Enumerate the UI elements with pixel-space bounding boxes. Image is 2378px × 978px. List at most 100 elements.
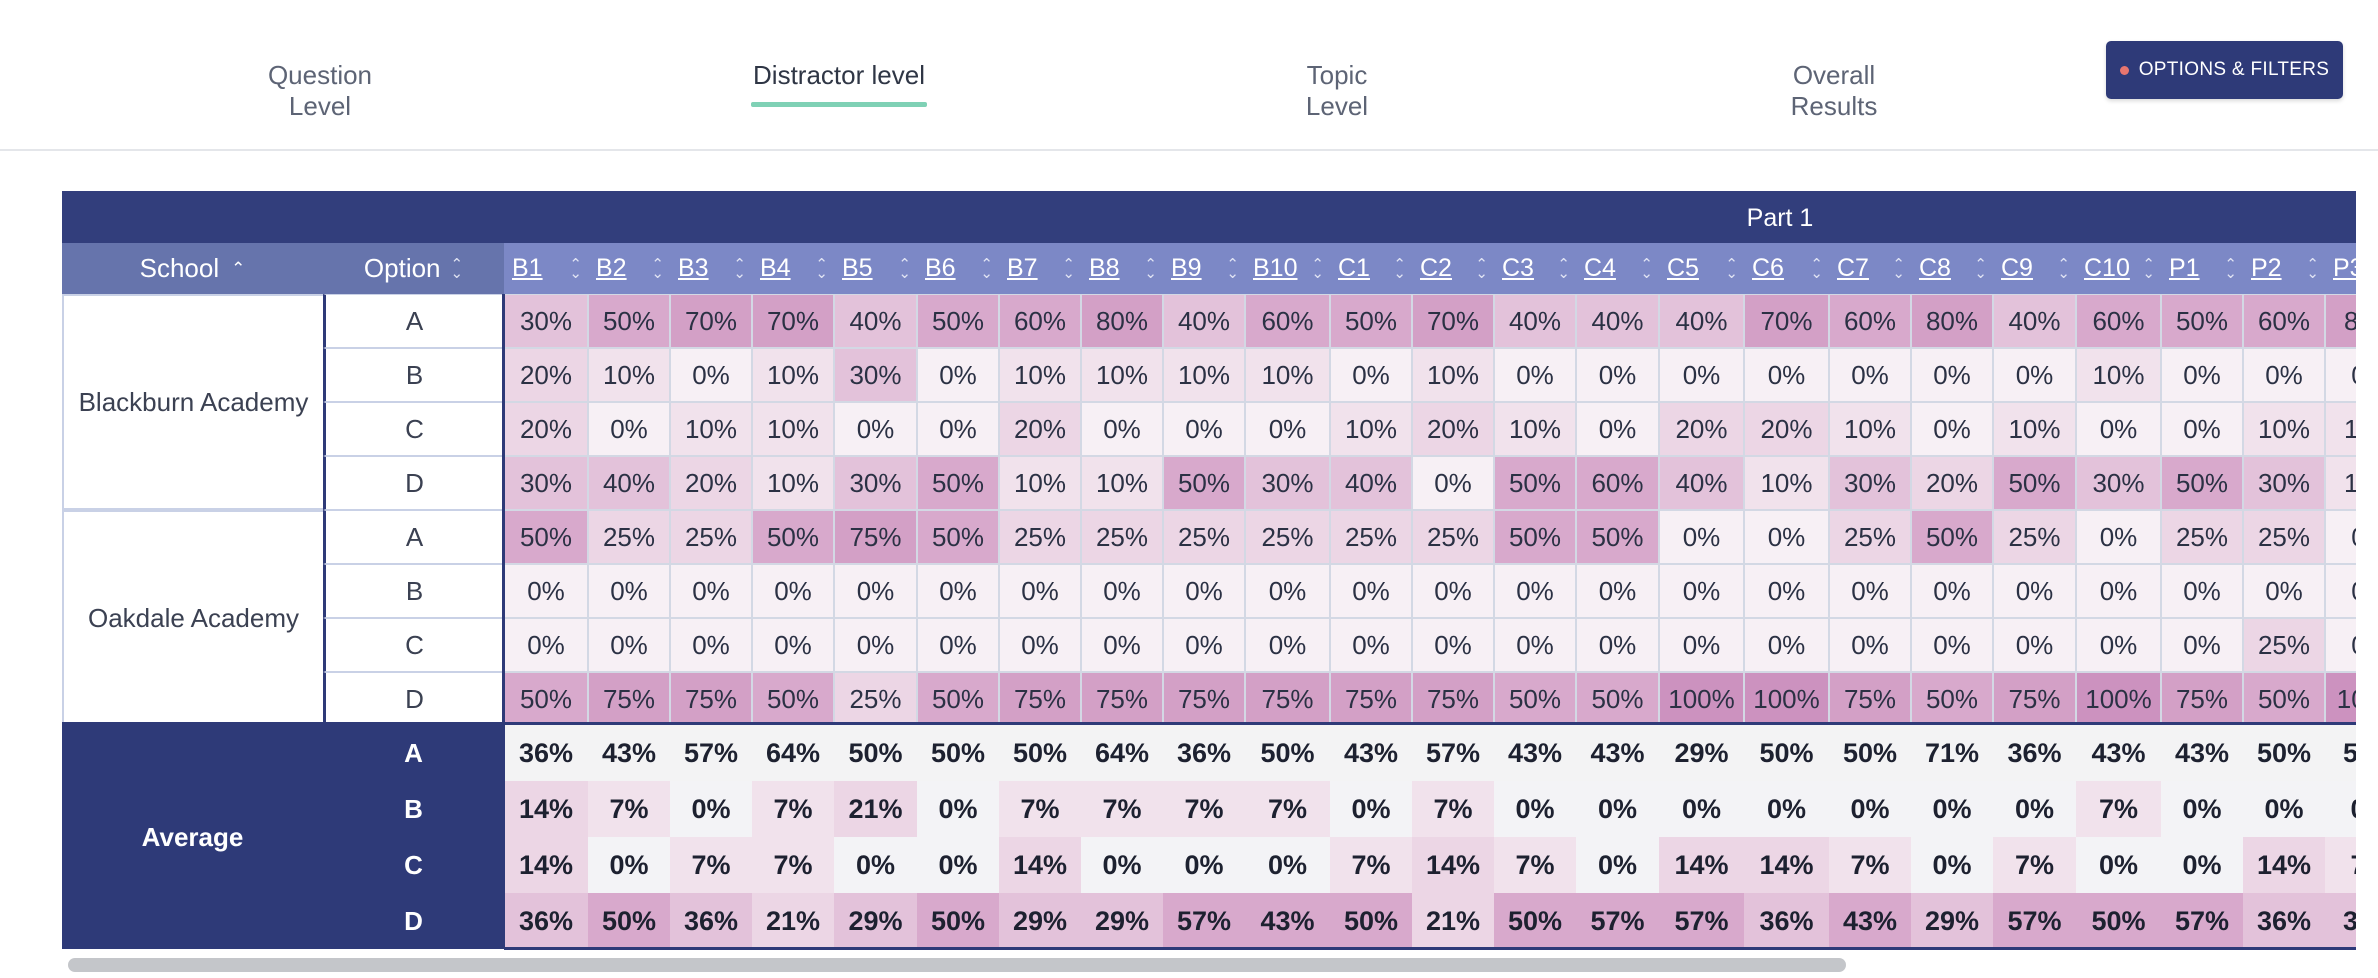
column-header-b3[interactable]: B3 ⌃ ⌄ [670,243,752,294]
table-cell: 0% [1245,402,1330,456]
tab-topic-level-label: Topic Level [1305,60,1369,121]
table-cell: 25% [1081,510,1163,564]
column-header-c10[interactable]: C10 ⌃ ⌄ [2076,243,2161,294]
column-header-c6[interactable]: C6 ⌃ ⌄ [1744,243,1829,294]
table-cell: 10% [1081,348,1163,402]
column-header-c1[interactable]: C1 ⌃ ⌄ [1330,243,1412,294]
table-cell: 50% [752,510,834,564]
average-cell: 7% [1245,781,1330,837]
table-cell: 10% [2243,402,2325,456]
active-tab-indicator [751,102,927,107]
column-header-label: B7 [1007,254,1038,282]
column-header-b5[interactable]: B5 ⌃ ⌄ [834,243,917,294]
column-header-p2[interactable]: P2 ⌃ ⌄ [2243,243,2325,294]
part-title: Part 1 [1746,204,1814,232]
table-cell: 0% [1993,348,2076,402]
column-header-label: B3 [678,254,709,282]
column-header-b8[interactable]: B8 ⌃ ⌄ [1081,243,1163,294]
table-cell: 0% [1911,618,1993,672]
column-header-b2[interactable]: B2 ⌃ ⌄ [588,243,670,294]
table-cell: 0% [1412,456,1494,510]
options-filters-button[interactable]: OPTIONS & FILTERS [2106,41,2343,99]
table-cell: 30% [1829,456,1911,510]
average-cell: 36% [670,893,752,949]
average-cell: 0% [1576,837,1659,893]
column-header-label: B9 [1171,254,1202,282]
part-header: Part 1 [62,191,2356,243]
average-cell: 7% [1993,837,2076,893]
table-cell: 50% [504,510,588,564]
table-cell: 60% [1245,294,1330,348]
table-cell: 30% [504,294,588,348]
table-bottom-border [504,947,2356,950]
column-header-label: B1 [512,254,543,282]
option-column-header[interactable]: Option ⌃ ⌄ [323,243,504,294]
table-cell: 40% [1576,294,1659,348]
table-cell: 50% [2161,294,2243,348]
table-cell: 0% [1911,402,1993,456]
average-cell: 0% [1659,781,1744,837]
column-header-c9[interactable]: C9 ⌃ ⌄ [1993,243,2076,294]
tab-topic-level[interactable]: Topic Level [1272,60,1402,122]
column-header-b6[interactable]: B6 ⌃ ⌄ [917,243,999,294]
column-header-b1[interactable]: B1 ⌃ ⌄ [504,243,588,294]
sort-icon: ⌃ ⌄ [1974,255,1987,282]
school-column-header[interactable]: School ⌃ [62,243,323,294]
average-cell: 57% [1412,725,1494,781]
column-header-b4[interactable]: B4 ⌃ ⌄ [752,243,834,294]
average-cell: 7% [1829,837,1911,893]
table-cell: 0% [1245,618,1330,672]
column-header-c2[interactable]: C2 ⌃ ⌄ [1412,243,1494,294]
table-cell: 0% [1330,348,1412,402]
table-cell: 40% [1494,294,1576,348]
sort-icon: ⌃ ⌄ [898,255,911,282]
table-cell: 50% [588,294,670,348]
table-cell: 60% [1829,294,1911,348]
tab-distractor-level[interactable]: Distractor level [751,60,927,107]
table-cell: 0% [752,618,834,672]
column-header-c7[interactable]: C7 ⌃ ⌄ [1829,243,1911,294]
horizontal-scrollbar-thumb[interactable] [68,958,1846,972]
column-header-p1[interactable]: P1 ⌃ ⌄ [2161,243,2243,294]
average-cell: 29% [834,893,917,949]
column-header-b9[interactable]: B9 ⌃ ⌄ [1163,243,1245,294]
average-cell: 7% [1081,781,1163,837]
column-header-c3[interactable]: C3 ⌃ ⌄ [1494,243,1576,294]
table-cell: 10% [2076,348,2161,402]
table-cell: 100% [1659,672,1744,726]
average-cell: 7% [670,837,752,893]
sort-icon: ⌃ ⌄ [651,255,664,282]
tab-question-level[interactable]: Question Level [234,60,406,122]
table-cell: 0% [1330,618,1412,672]
school-header-label: School [139,253,220,283]
table-cell: 75% [2161,672,2243,726]
table-cell: 50% [1576,510,1659,564]
table-cell: 0% [670,348,752,402]
tab-overall-results[interactable]: Overall Results [1747,60,1921,122]
average-cell: 50% [834,725,917,781]
table-cell: 40% [1330,456,1412,510]
column-header-c8[interactable]: C8 ⌃ ⌄ [1911,243,1993,294]
average-cell: 7% [588,781,670,837]
column-header-b10[interactable]: B10 ⌃ ⌄ [1245,243,1330,294]
column-header-label: C8 [1919,254,1951,282]
table-cell: 50% [2161,456,2243,510]
average-cell: 50% [2076,893,2161,949]
column-header-b7[interactable]: B7 ⌃ ⌄ [999,243,1081,294]
option-cell: C [323,402,504,456]
average-cell: 7% [2325,837,2356,893]
table-cell: 0% [917,402,999,456]
column-header-c5[interactable]: C5 ⌃ ⌄ [1659,243,1744,294]
column-header-label: P1 [2169,254,2200,282]
average-label: Average [141,821,244,852]
table-cell: 0% [1829,618,1911,672]
column-header-p3[interactable]: P3⌃⌄ [2325,243,2356,294]
average-cell: 57% [1576,893,1659,949]
table-cell: 75% [588,672,670,726]
average-cell: 14% [504,781,588,837]
average-cell: 0% [2161,837,2243,893]
column-header-c4[interactable]: C4 ⌃ ⌄ [1576,243,1659,294]
table-cell: 0% [834,564,917,618]
table-cell: 10% [752,456,834,510]
